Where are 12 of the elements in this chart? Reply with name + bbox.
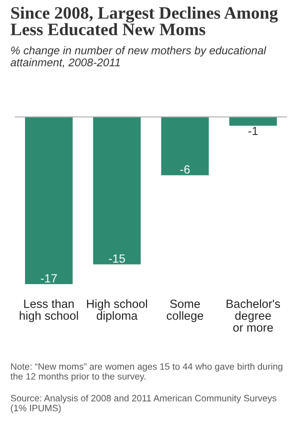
x-tick-label: High school diploma [87,299,147,322]
chart-subtitle: % change in number of new mothers by educational attainment, 2008-2011 [10,46,266,68]
x-tick-label: Less than high school [20,299,78,322]
data-label: -15 [108,254,125,263]
x-tick-label: Bachelor's degree or more [226,299,280,332]
data-label: -6 [180,165,190,174]
data-label: -1 [248,126,258,136]
data-label: -17 [40,274,57,282]
text: Note: “New moms” are women ages 15 to 44 who gave birth during the 12 months prior to the survey. [10,363,282,382]
source-note: Source: Analysis of 2008 and 2011 American Community Surveys (1% IPUMS) [10,394,276,414]
chart-title: Since 2008, Largest Declines Among Less Educated New Moms [10,6,278,36]
x-tick-label: Some college [166,300,204,322]
